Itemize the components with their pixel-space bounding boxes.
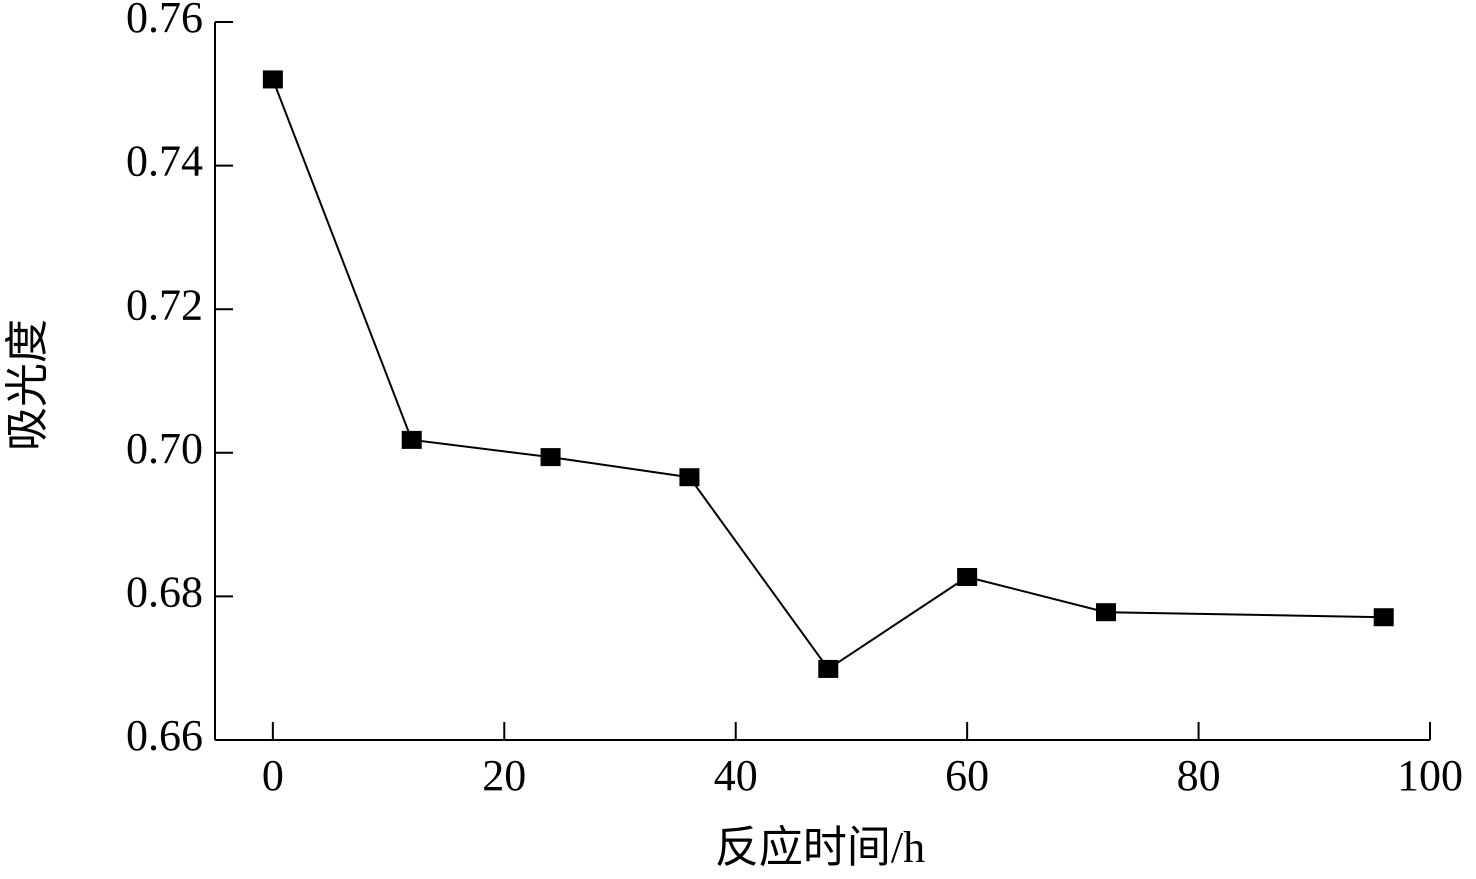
marker	[1096, 603, 1116, 622]
marker	[1373, 608, 1394, 627]
x-tick-label: 0	[262, 751, 284, 800]
marker	[957, 568, 978, 587]
x-tick-label: 100	[1397, 751, 1463, 800]
marker	[262, 70, 283, 89]
x-axis-label: 反应时间/h	[715, 823, 925, 872]
marker	[818, 659, 839, 678]
x-tick-label: 40	[714, 751, 758, 800]
y-tick-label: 0.72	[126, 280, 203, 329]
y-tick-label: 0.68	[126, 567, 203, 616]
y-tick-label: 0.70	[126, 424, 203, 473]
y-tick-label: 0.76	[126, 0, 203, 42]
marker	[679, 468, 700, 487]
y-axis-label: 吸光度	[3, 319, 52, 451]
marker	[540, 448, 561, 467]
y-tick-label: 0.74	[126, 137, 203, 186]
x-tick-label: 20	[482, 751, 526, 800]
y-tick-label: 0.66	[126, 711, 203, 760]
x-tick-label: 80	[1177, 751, 1221, 800]
marker	[401, 430, 422, 449]
x-tick-label: 60	[945, 751, 989, 800]
line	[271, 79, 1384, 671]
